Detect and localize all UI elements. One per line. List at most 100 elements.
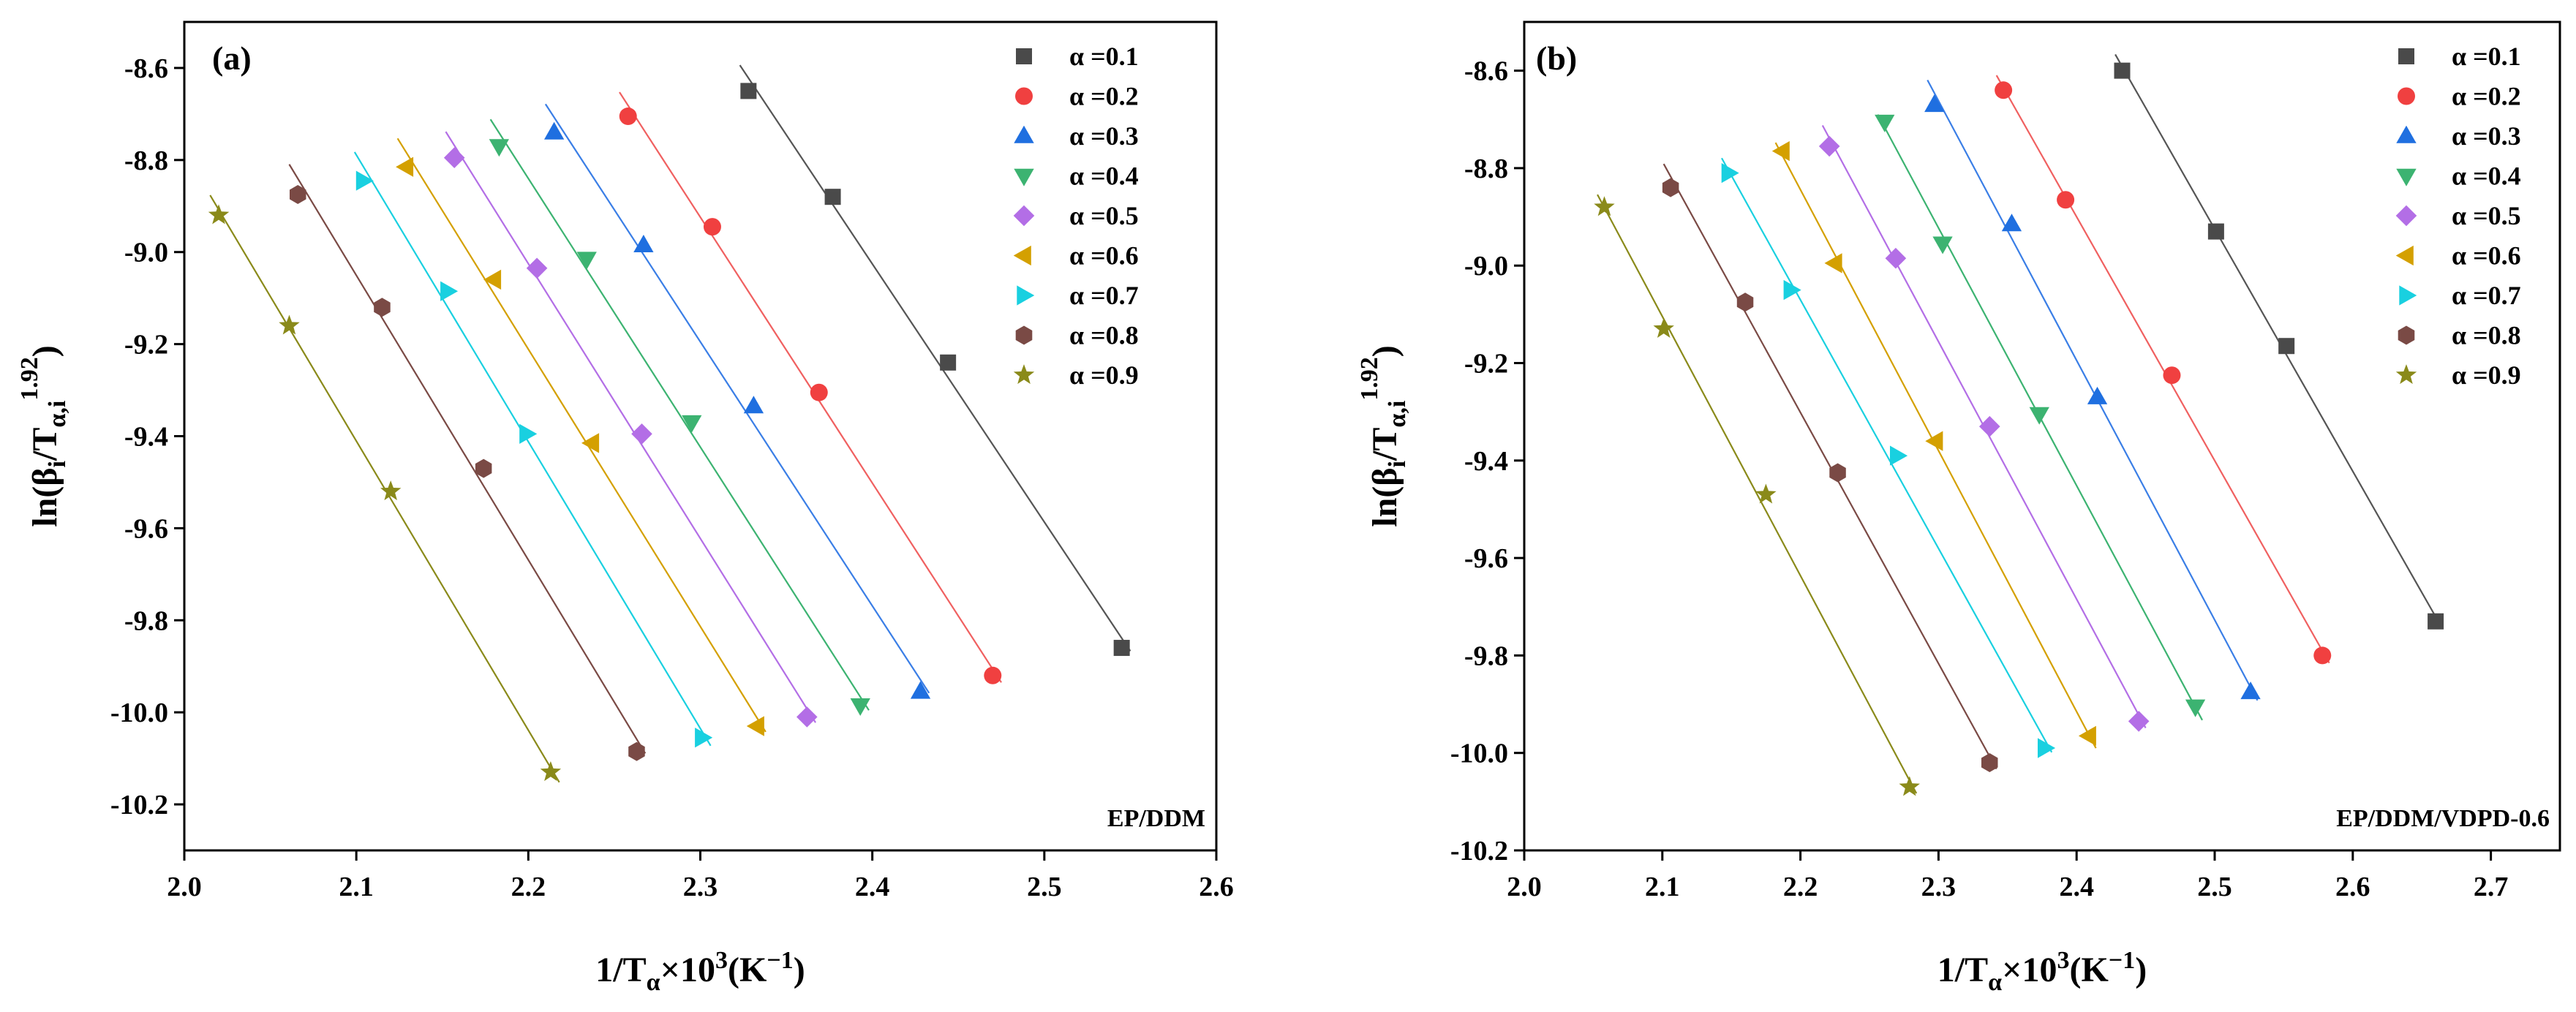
data-point-alpha-2 xyxy=(2163,366,2181,385)
data-point-alpha-1 xyxy=(2207,223,2224,240)
legend-marker-alpha-6 xyxy=(2395,245,2414,266)
data-point-alpha-1 xyxy=(2428,613,2444,630)
data-point-alpha-3 xyxy=(1924,94,1945,113)
data-point-alpha-4 xyxy=(576,252,597,270)
y-tick-label: -9.2 xyxy=(1464,349,1508,380)
fit-line-alpha-7 xyxy=(1721,157,2053,753)
legend-label: α =0.6 xyxy=(2452,241,2521,271)
data-point-alpha-6 xyxy=(2078,725,2096,746)
data-point-alpha-7 xyxy=(355,170,374,191)
x-axis-label: 1/Tα×103(K−1) xyxy=(595,947,805,996)
data-point-alpha-4 xyxy=(1875,114,1895,132)
data-point-alpha-6 xyxy=(1925,431,1943,451)
data-point-alpha-3 xyxy=(633,235,654,252)
data-point-alpha-3 xyxy=(2087,386,2108,404)
legend-label: α =0.5 xyxy=(2452,201,2521,230)
data-point-alpha-8 xyxy=(374,298,391,317)
y-axis-label: ln(βi/Tα,i1.92) xyxy=(16,345,71,527)
legend-marker-alpha-6 xyxy=(1013,245,1031,266)
data-point-alpha-5 xyxy=(631,423,652,445)
legend-marker-alpha-7 xyxy=(2399,285,2417,306)
data-point-alpha-8 xyxy=(1829,463,1846,483)
panel-a: 2.0 2.1 2.2 2.3 2.4 2.5 2.6 -8.6 -8.8 -9.0 -9.2 -9.… xyxy=(16,20,1234,996)
legend-label: α =0.3 xyxy=(1069,121,1139,151)
y-tick-label: -8.8 xyxy=(124,146,168,176)
data-point-alpha-9 xyxy=(380,480,402,501)
y-tick-label: -9.4 xyxy=(1464,446,1508,477)
legend-marker-alpha-4 xyxy=(1014,168,1034,186)
y-tick-label: -9.0 xyxy=(124,238,168,268)
legend-marker-alpha-9 xyxy=(2395,364,2417,385)
fit-line-alpha-2 xyxy=(1995,75,2330,664)
legend-marker-alpha-8 xyxy=(2398,325,2415,345)
legend-label: α =0.4 xyxy=(2452,162,2521,191)
data-point-alpha-9 xyxy=(279,314,300,335)
data-point-alpha-9 xyxy=(1755,483,1777,504)
y-tick-label: -9.6 xyxy=(1464,543,1508,574)
panel-b: 2.0 2.1 2.2 2.3 2.4 2.5 2.6 2.7 -8.6 -8.8 -9.0 -9.2… xyxy=(1356,20,2561,996)
fit-line-alpha-6 xyxy=(396,137,767,733)
data-point-alpha-5 xyxy=(1818,135,1840,157)
legend-label: α =0.8 xyxy=(1069,321,1139,350)
data-point-alpha-5 xyxy=(526,257,548,279)
legend-marker-alpha-9 xyxy=(1013,364,1035,385)
data-point-alpha-7 xyxy=(1890,445,1908,466)
plot-frame xyxy=(183,20,1218,852)
legend-marker-alpha-8 xyxy=(1015,325,1033,345)
x-tick-label: 2.4 xyxy=(2059,872,2094,902)
y-tick-label: -9.0 xyxy=(1464,251,1508,282)
y-tick-label: -9.2 xyxy=(124,330,168,360)
fit-line-alpha-8 xyxy=(288,164,647,754)
data-point-alpha-4 xyxy=(682,415,702,433)
data-point-alpha-4 xyxy=(489,139,509,157)
fit-line-alpha-3 xyxy=(1927,79,2259,701)
data-point-alpha-3 xyxy=(2001,214,2022,232)
fit-line-alpha-4 xyxy=(489,118,870,711)
data-point-alpha-3 xyxy=(2240,681,2261,700)
x-tick-label: 2.2 xyxy=(511,872,546,902)
data-point-alpha-5 xyxy=(1979,415,2000,437)
data-point-alpha-1 xyxy=(740,83,757,99)
data-point-alpha-7 xyxy=(519,423,538,444)
y-tick-label: -8.6 xyxy=(124,53,168,84)
x-tick-label: 2.5 xyxy=(1027,872,1062,902)
data-point-alpha-1 xyxy=(1113,640,1130,657)
legend-label: α =0.9 xyxy=(1069,360,1139,390)
y-tick-label: -9.8 xyxy=(124,605,168,636)
data-point-alpha-7 xyxy=(440,281,459,301)
legend-label: α =0.1 xyxy=(1069,42,1139,71)
x-tick-label: 2.5 xyxy=(2197,872,2232,902)
fit-line-alpha-9 xyxy=(1597,194,1918,794)
data-point-alpha-6 xyxy=(483,269,502,290)
data-point-alpha-7 xyxy=(2038,738,2056,758)
sample-annotation: EP/DDM/VDPD-0.6 xyxy=(2336,805,2550,832)
data-point-alpha-6 xyxy=(581,433,600,453)
data-point-alpha-9 xyxy=(1899,776,1920,796)
legend-label: α =0.4 xyxy=(1069,162,1139,191)
legend-label: α =0.8 xyxy=(2452,321,2521,350)
data-point-alpha-6 xyxy=(746,716,764,736)
data-point-alpha-9 xyxy=(1653,317,1674,338)
data-point-alpha-5 xyxy=(2128,711,2150,732)
legend-marker-alpha-1 xyxy=(2398,48,2414,64)
legend-marker-alpha-7 xyxy=(1017,285,1035,306)
legend-marker-alpha-2 xyxy=(2398,87,2415,105)
data-point-alpha-1 xyxy=(2114,62,2131,79)
legend-marker-alpha-5 xyxy=(2395,205,2417,227)
fit-line-alpha-7 xyxy=(353,151,712,747)
data-point-alpha-4 xyxy=(2185,699,2206,717)
legend-marker-alpha-5 xyxy=(1013,205,1035,227)
data-point-alpha-5 xyxy=(1885,247,1907,269)
legend-marker-alpha-4 xyxy=(2396,168,2417,186)
data-point-alpha-4 xyxy=(1932,236,1953,254)
legend-label: α =0.7 xyxy=(2452,281,2521,310)
y-tick-label: -10.0 xyxy=(110,698,168,728)
data-point-alpha-2 xyxy=(703,218,721,236)
fit-line-alpha-1 xyxy=(739,64,1131,652)
data-point-alpha-8 xyxy=(1662,178,1679,197)
plot-frame xyxy=(1523,20,2561,852)
x-tick-label: 2.6 xyxy=(1199,872,1234,902)
legend-label: α =0.7 xyxy=(1069,281,1139,310)
data-point-alpha-2 xyxy=(2057,191,2075,209)
data-point-alpha-3 xyxy=(910,681,931,699)
